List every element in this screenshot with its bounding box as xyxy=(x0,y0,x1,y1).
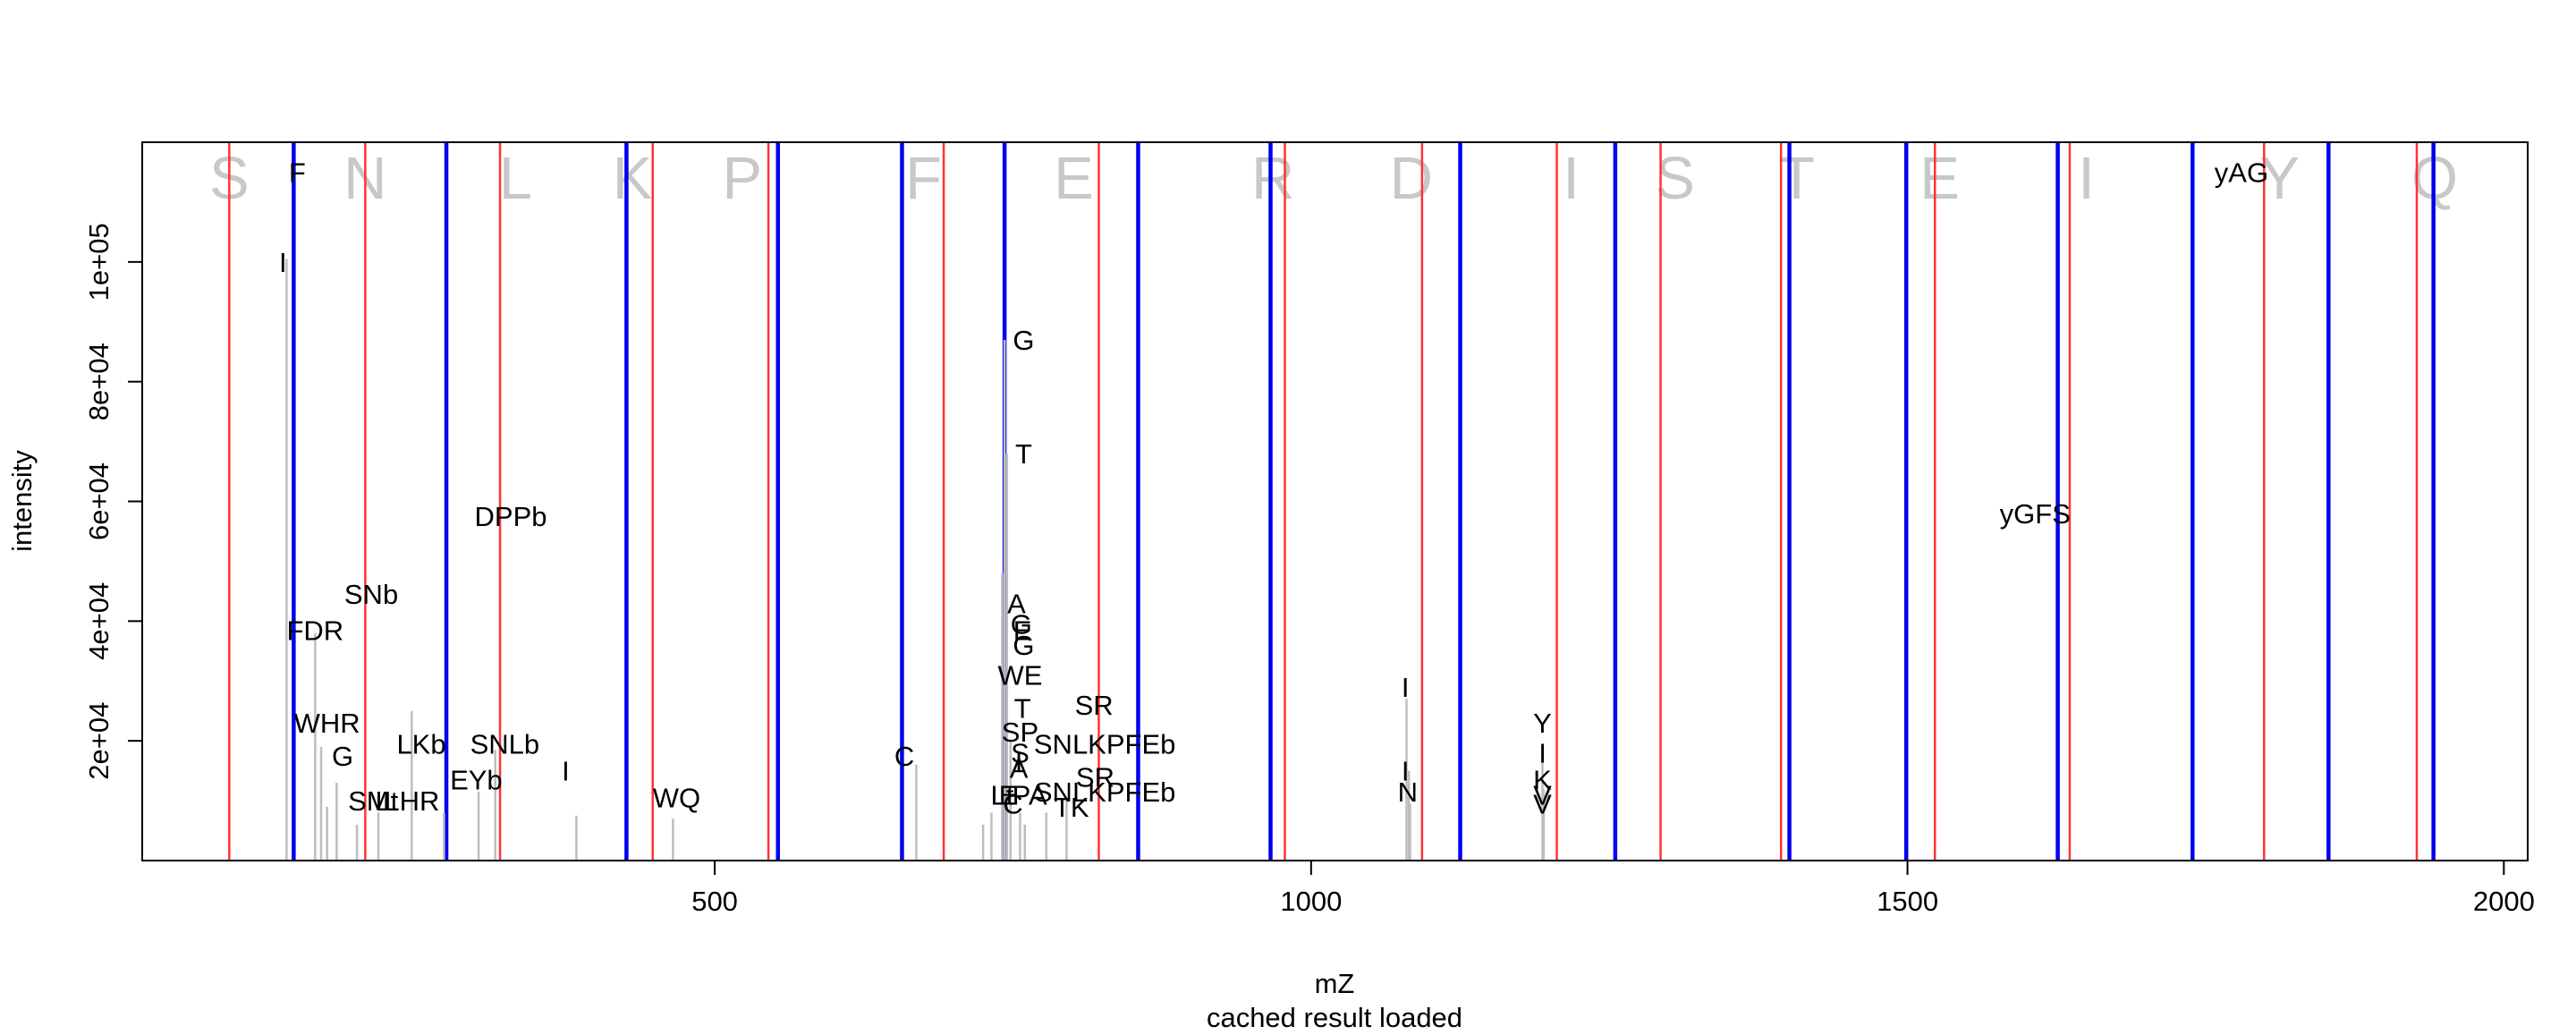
peak-label: yGFS xyxy=(2000,498,2071,530)
sequence-letter: E xyxy=(1919,145,1960,212)
peak-label: G xyxy=(1013,630,1034,661)
peak-label: yAG xyxy=(2215,157,2268,188)
peak-label: SNb xyxy=(344,579,398,610)
x-tick-label: 1500 xyxy=(1877,886,1938,917)
peak-label: Lt xyxy=(375,785,398,817)
peak-label: SNLKPFEb xyxy=(1034,729,1176,760)
x-tick-label: 1000 xyxy=(1280,886,1342,917)
peak-label: LHR xyxy=(384,785,439,817)
peak-label: Y xyxy=(1533,708,1552,739)
sequence-letter: D xyxy=(1390,145,1433,212)
peak-label: G xyxy=(332,741,353,772)
y-tick-label: 6e+04 xyxy=(83,462,114,540)
y-ion-lines xyxy=(292,142,2436,861)
peak-label: V xyxy=(1533,788,1552,819)
peak-label: K xyxy=(1533,765,1552,796)
sequence-letter: E xyxy=(1054,145,1094,212)
peak-label: I xyxy=(1402,756,1410,787)
x-tick-label: 2000 xyxy=(2473,886,2535,917)
sequence-letter: R xyxy=(1251,145,1294,212)
peak-label: SP xyxy=(1002,717,1038,748)
peak-label: F xyxy=(289,157,306,188)
peak-label: EYb xyxy=(450,765,503,796)
peak-label: E xyxy=(1013,615,1032,646)
x-axis-label: mZ xyxy=(1315,968,1355,999)
peak-label: WHR xyxy=(294,708,360,739)
status-subtitle: cached result loaded xyxy=(1207,1002,1462,1031)
peak-label: WE xyxy=(997,660,1042,691)
peak-label: WQ xyxy=(653,783,700,814)
sequence-letters: SNLKPFERDISTEIYQ xyxy=(209,145,2458,212)
peak-label: A xyxy=(1007,588,1026,619)
peak-label: S xyxy=(1011,738,1030,769)
peak-label: LKb xyxy=(396,729,445,760)
peak-label: I xyxy=(1538,738,1546,769)
peak-label: C xyxy=(1003,788,1022,819)
peak-label: E xyxy=(999,779,1018,810)
y-tick-label: 4e+04 xyxy=(83,582,114,660)
y-tick-label: 2e+04 xyxy=(83,702,114,780)
y-axis-label: intensity xyxy=(6,450,38,552)
peak-label: T xyxy=(1014,692,1031,724)
peak-label: Lt xyxy=(991,779,1014,810)
peak-label: N xyxy=(1398,776,1418,808)
sequence-letter: F xyxy=(905,145,942,212)
peak-label: I xyxy=(1015,747,1023,778)
peak-label: I xyxy=(279,247,287,278)
peak-label: SR xyxy=(1075,690,1114,721)
peak-label: TK xyxy=(1054,792,1089,823)
sequence-letter: I xyxy=(2078,145,2095,212)
peaks xyxy=(285,259,1546,861)
sequence-letter: I xyxy=(1563,145,1580,212)
peak-label: V xyxy=(1533,779,1552,810)
peak-label: I xyxy=(1402,672,1410,703)
peak-label: I xyxy=(562,756,570,787)
y-tick-label: 8e+04 xyxy=(83,343,114,420)
sequence-letter: K xyxy=(613,145,653,212)
peak-label: SR xyxy=(1076,761,1114,793)
x-tick-label: 500 xyxy=(691,886,738,917)
peak-label: DPPb xyxy=(475,501,547,532)
peak-label: C xyxy=(894,741,914,772)
b-ion-lines xyxy=(228,142,2419,861)
sequence-letter: P xyxy=(722,145,762,212)
x-axis: 500 1000 1500 2000 xyxy=(691,860,2535,917)
y-tick-label: 1e+05 xyxy=(83,223,114,301)
peak-label: SNLb xyxy=(470,729,540,760)
peak-label: PA xyxy=(1013,779,1047,810)
peak-label: G xyxy=(1013,325,1034,356)
peak-label: T xyxy=(1015,438,1032,470)
sequence-letter: L xyxy=(499,145,532,212)
sequence-letter: T xyxy=(1778,145,1815,212)
peak-label: SM xyxy=(348,785,390,817)
y-axis: 2e+04 4e+04 6e+04 8e+04 1e+05 xyxy=(83,223,142,780)
peak-label: A xyxy=(1010,752,1029,784)
peak-label: FDR xyxy=(286,615,343,646)
peak-label: SNLKPFEb xyxy=(1034,776,1176,808)
peak-label: G xyxy=(1011,609,1032,641)
sequence-letter: Y xyxy=(2259,145,2300,212)
